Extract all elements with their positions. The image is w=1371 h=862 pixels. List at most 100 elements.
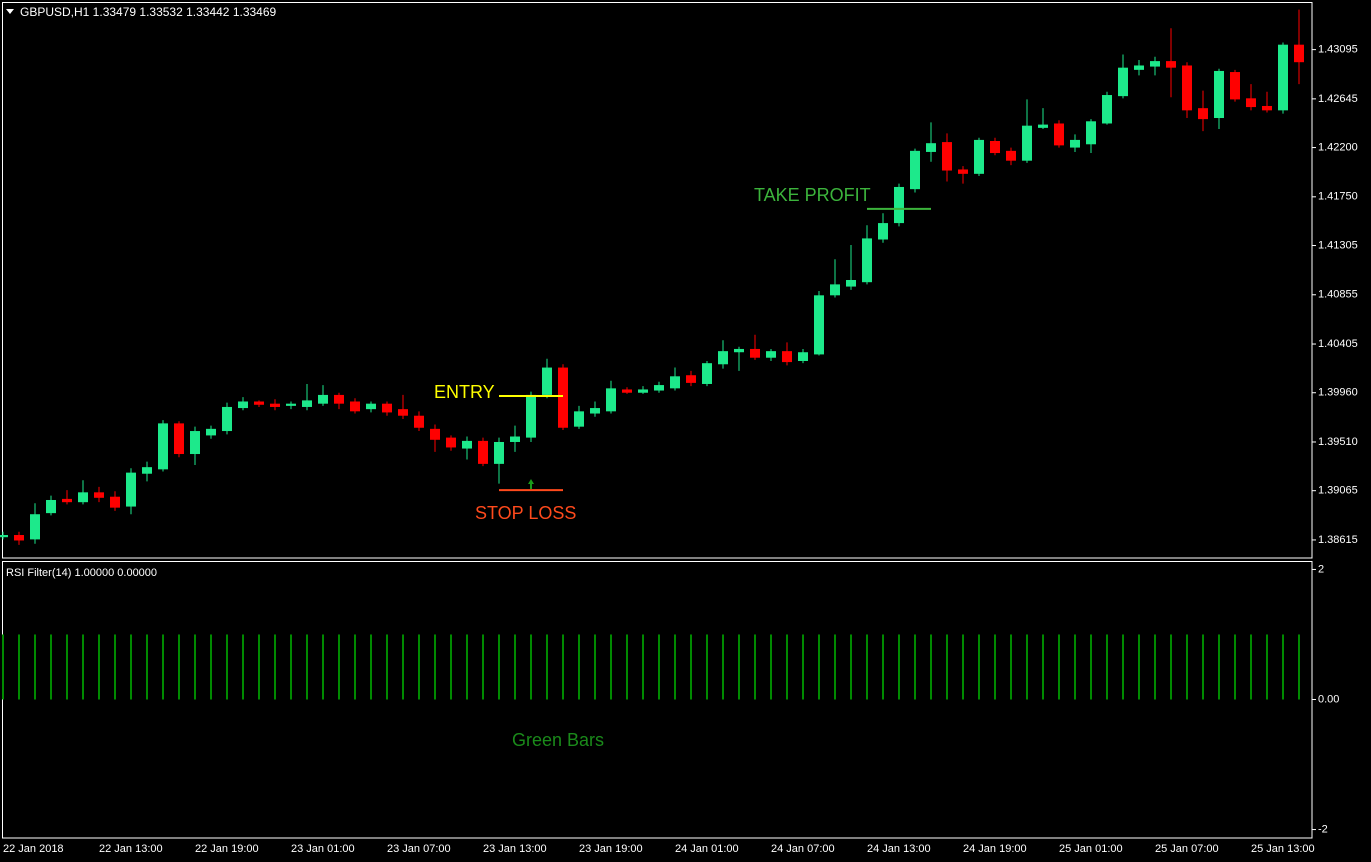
candle-body xyxy=(206,428,216,436)
y-tick-label: 1.42200 xyxy=(1318,141,1358,153)
y-tick-label: 1.40405 xyxy=(1318,338,1358,350)
bar xyxy=(1282,634,1284,700)
bar xyxy=(226,634,228,700)
candle-body xyxy=(1182,65,1192,111)
candle-body xyxy=(846,280,856,287)
candle-body xyxy=(910,150,920,190)
bar xyxy=(706,634,708,700)
x-tick-label: 23 Jan 07:00 xyxy=(387,843,451,855)
bar xyxy=(130,634,132,700)
bar xyxy=(402,634,404,700)
bar xyxy=(690,634,692,700)
candle-body xyxy=(942,142,952,171)
candle-body xyxy=(606,388,616,412)
candle-body xyxy=(174,423,184,455)
bar xyxy=(434,634,436,700)
candle-body xyxy=(654,385,664,391)
bar xyxy=(1154,634,1156,700)
x-tick-label: 23 Jan 01:00 xyxy=(291,843,355,855)
bar xyxy=(546,634,548,700)
bar xyxy=(146,634,148,700)
candle-body xyxy=(990,141,1000,154)
x-tick-label: 24 Jan 01:00 xyxy=(675,843,739,855)
bar xyxy=(1298,634,1300,700)
x-tick-label: 25 Jan 13:00 xyxy=(1251,843,1315,855)
bar xyxy=(210,634,212,700)
candle-body xyxy=(862,238,872,283)
candle-body xyxy=(366,403,376,410)
x-tick-label: 24 Jan 19:00 xyxy=(963,843,1027,855)
candle-body xyxy=(894,186,904,224)
menu-triangle[interactable] xyxy=(6,9,14,14)
bar xyxy=(722,634,724,700)
y-tick-label: 1.41305 xyxy=(1318,239,1358,251)
candle-body xyxy=(590,408,600,414)
candle-body xyxy=(750,348,760,358)
candle-body xyxy=(430,428,440,440)
candle-body xyxy=(478,440,488,464)
bar xyxy=(786,634,788,700)
bar xyxy=(98,634,100,700)
bar xyxy=(898,634,900,700)
bar xyxy=(1234,634,1236,700)
bar xyxy=(354,634,356,700)
bar xyxy=(1122,634,1124,700)
candle-body xyxy=(542,367,552,395)
bar xyxy=(834,634,836,700)
bar xyxy=(162,634,164,700)
candle-body xyxy=(974,139,984,174)
bar xyxy=(738,634,740,700)
y-tick-label: 2 xyxy=(1318,563,1324,575)
bar xyxy=(770,634,772,700)
arrow xyxy=(528,479,534,489)
x-tick-label: 23 Jan 19:00 xyxy=(579,843,643,855)
candle-body xyxy=(670,376,680,389)
x-tick-label: 24 Jan 13:00 xyxy=(867,843,931,855)
y-tick-label: -2 xyxy=(1318,823,1328,835)
candle-body xyxy=(830,284,840,296)
bar xyxy=(1218,634,1220,700)
bar xyxy=(418,634,420,700)
bar xyxy=(610,634,612,700)
candle-body xyxy=(1294,44,1304,63)
x-tick-label: 23 Jan 13:00 xyxy=(483,843,547,855)
bar xyxy=(946,634,948,700)
candle-body xyxy=(814,295,824,355)
bar xyxy=(274,634,276,700)
bar xyxy=(658,634,660,700)
candle-body xyxy=(254,401,264,405)
bar xyxy=(290,634,292,700)
candle-body xyxy=(78,492,88,503)
candle-body xyxy=(270,403,280,407)
bar xyxy=(258,634,260,700)
candle-body xyxy=(462,440,472,449)
bar xyxy=(178,634,180,700)
candle-body xyxy=(1230,72,1240,100)
bar xyxy=(466,634,468,700)
annotation: ENTRY xyxy=(434,382,495,402)
candle-body xyxy=(1166,61,1176,68)
candle-body xyxy=(142,467,152,474)
bar xyxy=(498,634,500,700)
candle-body xyxy=(638,389,648,393)
bar xyxy=(1058,634,1060,700)
candle-body xyxy=(1246,98,1256,108)
candle-body xyxy=(686,375,696,383)
candle-body xyxy=(30,514,40,540)
candle-body xyxy=(1150,61,1160,67)
candle-body xyxy=(958,169,968,174)
y-tick-label: 1.41750 xyxy=(1318,191,1358,203)
candle-body xyxy=(1214,70,1224,119)
candle-body xyxy=(782,351,792,363)
candle-body xyxy=(878,223,888,240)
candle-body xyxy=(718,351,728,365)
candle-body xyxy=(494,441,504,464)
bar xyxy=(2,634,4,700)
bar xyxy=(1250,634,1252,700)
candle-body xyxy=(238,401,248,409)
candle-body xyxy=(622,389,632,393)
candle-body xyxy=(574,411,584,427)
bar xyxy=(50,634,52,700)
bar xyxy=(370,634,372,700)
